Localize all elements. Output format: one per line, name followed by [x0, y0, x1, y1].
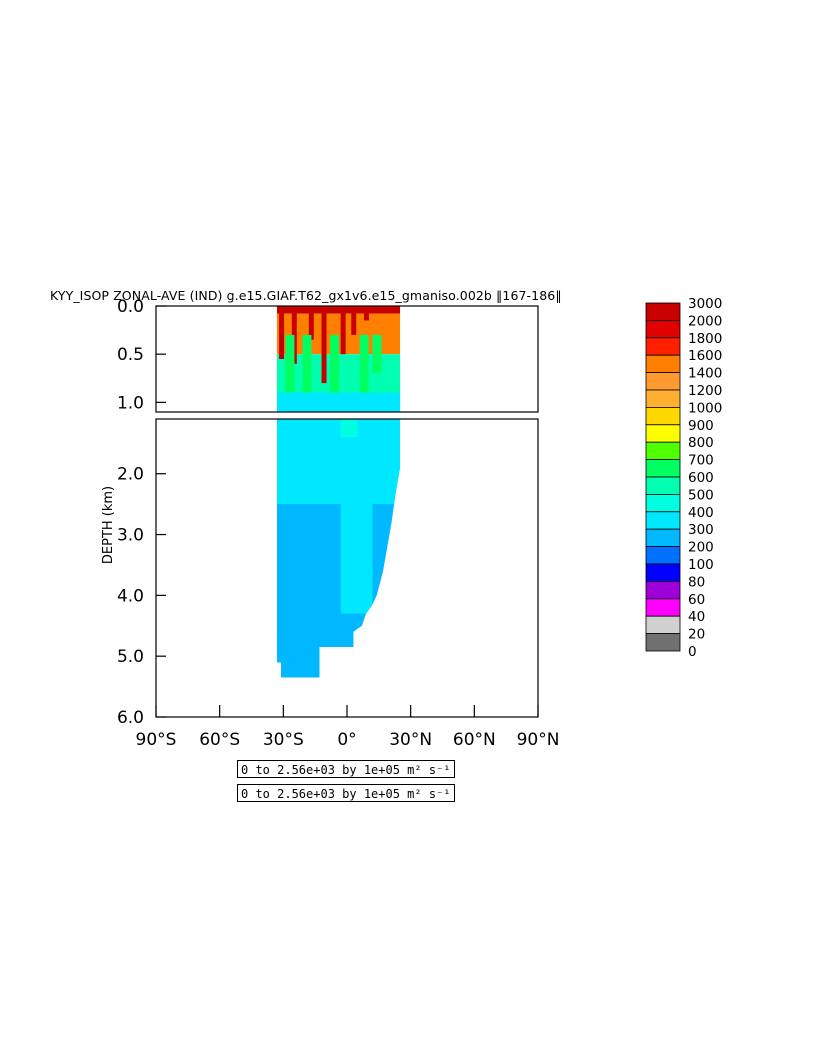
colorbar-swatch — [645, 511, 681, 530]
colorbar-label: 100 — [688, 557, 714, 573]
colorbar-label: 300 — [688, 522, 714, 538]
value-range-box: 0 to 2.56e+03 by 1e+05 m² s⁻¹ — [237, 760, 455, 778]
colorbar-label: 0 — [688, 644, 697, 660]
upper-panel-frame — [155, 305, 539, 413]
field-streak — [285, 334, 295, 393]
colorbar-swatch — [645, 563, 681, 582]
value-range-box-2: 0 to 2.56e+03 by 1e+05 m² s⁻¹ — [237, 784, 455, 802]
upper-field — [276, 306, 401, 412]
field-plume — [279, 310, 285, 359]
x-tick-label: 30°S — [263, 730, 304, 750]
colorbar-swatch — [645, 441, 681, 461]
colorbar-swatch — [645, 354, 681, 374]
colorbar-swatch — [645, 528, 681, 548]
colorbar-label: 500 — [688, 487, 714, 503]
field-streak — [330, 334, 340, 408]
field-streak — [359, 334, 369, 398]
colorbar-swatch — [645, 476, 681, 495]
colorbar-swatch — [645, 459, 681, 478]
colorbar-label: 800 — [688, 435, 714, 451]
colorbar-label: 400 — [688, 505, 714, 521]
y-axis-label: DEPTH (km) — [101, 486, 116, 564]
colorbar-swatch — [645, 372, 681, 391]
y-tick-label: 1.0 — [117, 393, 144, 413]
colorbar-label: 3000 — [688, 296, 722, 312]
colorbar-label: 600 — [688, 470, 714, 486]
field-band — [340, 419, 358, 438]
field-plume — [363, 310, 369, 321]
colorbar-label: 900 — [688, 418, 714, 434]
field-band — [276, 552, 294, 678]
colorbar-label: 700 — [688, 453, 714, 469]
colorbar-label: 20 — [688, 627, 705, 643]
colorbar-label: 1200 — [688, 383, 722, 399]
colorbar-swatch — [645, 319, 681, 339]
y-tick-label: 3.0 — [117, 526, 144, 546]
field-streak — [302, 334, 312, 403]
field-streak — [372, 334, 382, 374]
colorbar-swatch — [645, 598, 681, 617]
colorbar: 3000200018001600140012001000900800700600… — [645, 296, 722, 660]
field-band — [276, 306, 401, 314]
chart-title: KYY_ISOP ZONAL-AVE (IND) g.e15.GIAF.T62_… — [50, 288, 562, 303]
x-tick-label: 90°S — [136, 730, 177, 750]
colorbar-label: 80 — [688, 574, 705, 590]
field-band — [276, 419, 401, 505]
field-plume — [321, 310, 327, 384]
x-tick-label: 0° — [337, 730, 356, 750]
y-tick-label: 6.0 — [117, 708, 144, 728]
colorbar-swatch — [645, 424, 681, 443]
colorbar-swatch — [645, 406, 681, 426]
y-tick-label: 0.5 — [117, 345, 144, 365]
colorbar-swatch — [645, 581, 681, 600]
y-tick-label: 4.0 — [117, 586, 144, 606]
field-band — [276, 631, 401, 678]
x-tick-label: 60°S — [199, 730, 240, 750]
colorbar-label: 40 — [688, 609, 705, 625]
colorbar-swatch — [645, 302, 681, 321]
x-tick-label: 60°N — [453, 730, 496, 750]
y-tick-label: 5.0 — [117, 647, 144, 667]
colorbar-swatch — [645, 493, 681, 513]
colorbar-swatch — [645, 337, 681, 356]
colorbar-swatch — [645, 633, 681, 652]
field-plume — [351, 310, 357, 335]
colorbar-label: 60 — [688, 592, 705, 608]
field-band — [276, 392, 401, 412]
colorbar-swatch — [645, 546, 681, 565]
colorbar-label: 1600 — [688, 348, 722, 364]
axis-ticks: 90°S 60°S 30°S 0° 30°N 60°N 90°N 0.0 0.5 1.0 2.0 3.… — [117, 297, 559, 750]
field-band — [340, 419, 373, 614]
colorbar-label: 2000 — [688, 313, 722, 329]
x-tick-label: 90°N — [517, 730, 560, 750]
lower-field — [276, 419, 401, 678]
y-tick-label: 0.0 — [117, 297, 144, 317]
colorbar-label: 200 — [688, 540, 714, 556]
colorbar-label: 1000 — [688, 400, 722, 416]
colorbar-label: 1800 — [688, 331, 722, 347]
colorbar-label: 1400 — [688, 366, 722, 382]
colorbar-swatch — [645, 615, 681, 635]
field-plume — [308, 310, 314, 340]
depth-field — [276, 306, 401, 678]
x-tick-label: 30°N — [389, 730, 432, 750]
colorbar-swatch — [645, 389, 681, 408]
field-plume — [340, 310, 346, 355]
y-tick-label: 2.0 — [117, 465, 144, 485]
